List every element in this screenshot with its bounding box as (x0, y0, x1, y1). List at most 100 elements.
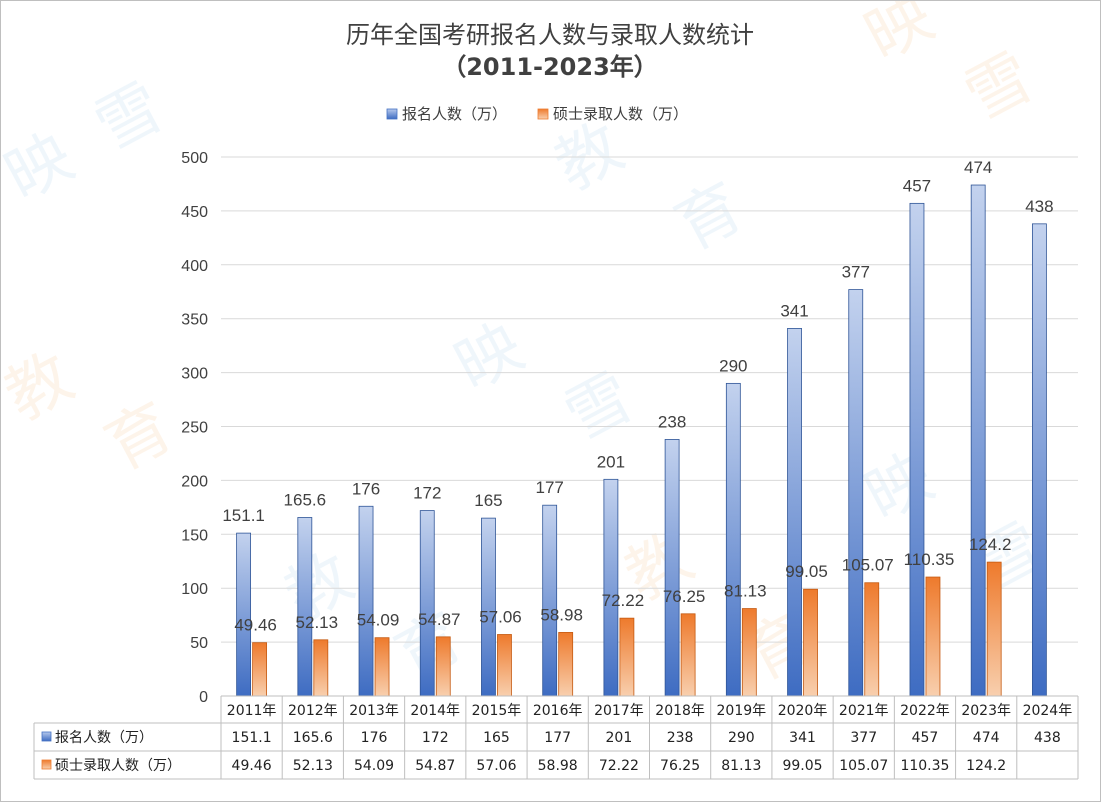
table-cell: 176 (361, 730, 388, 746)
table-cell: 54.87 (415, 758, 455, 774)
watermark-glyph: 映 (854, 440, 945, 535)
y-tick-label: 0 (199, 689, 208, 706)
data-label: 52.13 (296, 613, 339, 632)
bar-applicants (848, 289, 864, 697)
data-label: 54.87 (418, 610, 461, 629)
table-cell: 172 (422, 730, 449, 746)
table-cell: 165.6 (293, 730, 333, 746)
bar-applicants (358, 505, 374, 697)
data-label: 54.09 (357, 611, 400, 630)
table-cell: 54.09 (354, 758, 394, 774)
data-label: 58.98 (540, 605, 583, 624)
bar-applicants (236, 532, 252, 697)
data-label: 99.05 (785, 562, 828, 581)
bar-admitted (252, 642, 268, 697)
bar-applicants (725, 382, 741, 697)
table-cell: 177 (544, 730, 571, 746)
table-cell: 457 (912, 730, 939, 746)
bar-admitted (435, 636, 451, 697)
table-cell: 290 (728, 730, 755, 746)
data-label: 177 (535, 478, 563, 497)
data-label: 438 (1025, 197, 1053, 216)
table-cell: 57.06 (476, 758, 516, 774)
bar-applicants (664, 439, 680, 697)
data-label: 124.2 (969, 535, 1012, 554)
watermark-glyph: 雪 (954, 40, 1045, 135)
watermark-glyph: 映 (444, 310, 535, 405)
y-tick-label: 250 (181, 420, 208, 437)
x-tick-label: 2014年 (410, 703, 460, 719)
chart-subtitle: （2011-2023年） (442, 53, 658, 81)
data-label: 57.06 (479, 607, 522, 626)
data-label: 72.22 (602, 591, 645, 610)
data-label: 165 (474, 491, 502, 510)
bar-applicants (542, 504, 558, 697)
y-tick-label: 400 (181, 258, 208, 275)
table-cell: 124.2 (966, 758, 1006, 774)
legend-key-1 (386, 108, 398, 120)
x-tick-label: 2019年 (717, 703, 767, 719)
data-label: 110.35 (904, 550, 955, 569)
x-tick-label: 2016年 (533, 703, 583, 719)
y-tick-label: 450 (181, 204, 208, 221)
watermark-glyph: 雪 (84, 70, 175, 165)
watermark-glyph: 雪 (554, 360, 645, 455)
y-tick-label: 200 (181, 473, 208, 490)
x-tick-label: 2012年 (288, 703, 338, 719)
data-label: 49.46 (234, 616, 277, 635)
x-tick-label: 2023年 (961, 703, 1011, 719)
bar-applicants (909, 202, 925, 697)
bar-admitted (558, 632, 574, 697)
x-tick-label: 2011年 (227, 703, 277, 719)
table-legend-key-2 (41, 759, 52, 770)
data-label: 176 (352, 479, 380, 498)
bar-applicants (1031, 223, 1047, 697)
watermark-glyph: 育 (664, 170, 755, 265)
bar-admitted (803, 588, 818, 697)
bar-applicants (297, 517, 313, 697)
y-tick-label: 50 (190, 635, 208, 652)
x-tick-label: 2020年 (778, 703, 828, 719)
bar-admitted (313, 639, 329, 697)
table-cell: 52.13 (293, 758, 333, 774)
table-cell: 438 (1034, 730, 1061, 746)
x-tick-label: 2018年 (655, 703, 705, 719)
data-label: 377 (842, 263, 870, 282)
bar-applicants (970, 184, 986, 697)
table-cell: 377 (850, 730, 877, 746)
bars (236, 184, 1047, 697)
data-label: 151.1 (222, 506, 265, 525)
y-axis: 0 50 100 150 200 250 300 350 400 450 500 (181, 150, 208, 706)
legend-label-1: 报名人数（万） (402, 105, 507, 123)
data-label: 290 (719, 356, 747, 375)
watermark-glyph: 映 (1, 120, 85, 215)
data-label: 474 (964, 158, 992, 177)
table-cell: 474 (973, 730, 1000, 746)
data-label: 238 (658, 412, 686, 431)
bar-applicants (603, 478, 619, 697)
data-label: 165.6 (284, 490, 327, 509)
table-cell: 110.35 (900, 758, 949, 774)
table-cell: 151.1 (232, 730, 272, 746)
table-row-header: 报名人数（万） (55, 730, 153, 746)
y-tick-label: 300 (181, 366, 208, 383)
y-tick-label: 500 (181, 150, 208, 167)
x-tick-label: 2024年 (1023, 703, 1073, 719)
bar-admitted (619, 617, 635, 697)
table-cell: 58.98 (538, 758, 578, 774)
bar-applicants (787, 328, 802, 697)
legend: 报名人数（万） 硕士录取人数（万） (386, 105, 688, 123)
data-label: 172 (413, 484, 441, 503)
table-cell: 105.07 (839, 758, 888, 774)
data-label: 341 (780, 301, 808, 320)
data-label: 201 (597, 452, 625, 471)
table-cell: 76.25 (660, 758, 700, 774)
chart-title: 历年全国考研报名人数与录取人数统计 (346, 21, 754, 49)
bar-admitted (925, 576, 941, 697)
y-tick-label: 350 (181, 312, 208, 329)
table-row-header: 硕士录取人数（万） (55, 758, 181, 774)
x-tick-label: 2017年 (594, 703, 644, 719)
data-label: 105.07 (842, 556, 894, 575)
table-cell: 72.22 (599, 758, 639, 774)
